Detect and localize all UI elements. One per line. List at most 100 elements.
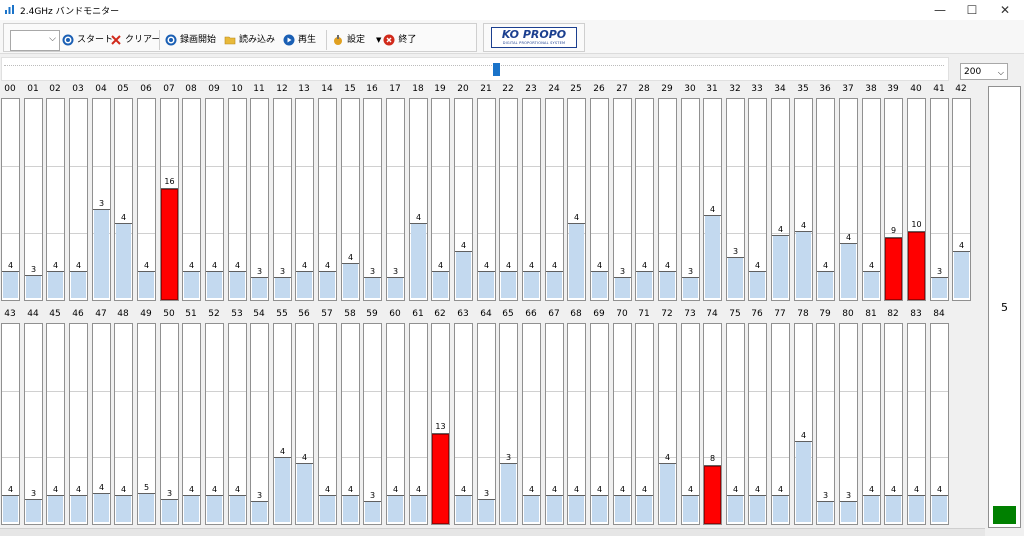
- meter-gridline: [183, 166, 200, 167]
- channel-label: 02: [49, 84, 61, 94]
- channel-label: 71: [638, 309, 650, 319]
- timeline-thumb[interactable]: [493, 63, 500, 76]
- channel-label: 50: [163, 309, 175, 319]
- channel-label: 19: [434, 84, 446, 94]
- channel-label: 82: [887, 309, 899, 319]
- meter-gridline: [931, 233, 948, 234]
- channel-meter: 4: [182, 323, 201, 525]
- channel-value: 8: [709, 454, 716, 463]
- ko-propo-logo: KO PROPO DIGITAL PROPORTIONAL SYSTEM: [491, 27, 577, 48]
- timeline-scrollbar[interactable]: [1, 57, 949, 81]
- channel-bar: [116, 224, 131, 298]
- channel-value: 4: [800, 431, 807, 440]
- meter-gridline: [296, 391, 313, 392]
- channel-value: 4: [868, 485, 875, 494]
- meter-gridline: [840, 233, 857, 234]
- load-button[interactable]: 読み込み: [224, 31, 275, 49]
- meter-gridline: [161, 457, 178, 458]
- peak-line: [93, 209, 110, 210]
- peak-line: [455, 251, 472, 252]
- meter-gridline: [863, 457, 880, 458]
- meter-gridline: [931, 457, 948, 458]
- peak-line: [25, 499, 42, 500]
- meter-gridline: [885, 166, 902, 167]
- peak-line: [47, 271, 64, 272]
- channel-bar: [704, 466, 721, 524]
- clear-label: クリアー: [125, 35, 161, 45]
- channel-bar: [275, 458, 290, 522]
- channel-label: 83: [910, 309, 922, 319]
- meter-gridline: [840, 166, 857, 167]
- scale-select[interactable]: 200 ⌵: [960, 63, 1008, 80]
- folder-icon: [224, 36, 236, 44]
- meter-gridline: [183, 391, 200, 392]
- channel-meter: 4: [613, 323, 632, 525]
- channel-meter: 4: [69, 98, 88, 301]
- meter-gridline: [455, 166, 472, 167]
- record-button[interactable]: 録画開始: [165, 31, 216, 49]
- channel-value: 4: [188, 485, 195, 494]
- peak-line: [614, 495, 631, 496]
- channel-label: 05: [117, 84, 129, 94]
- device-combo[interactable]: ⌵: [10, 30, 60, 51]
- exit-button[interactable]: ▼ 終了: [376, 31, 416, 49]
- peak-line: [25, 275, 42, 276]
- channel-bar: [230, 272, 245, 298]
- clear-button[interactable]: クリアー: [110, 31, 160, 49]
- meter-gridline: [70, 233, 87, 234]
- channel-meter: 4: [46, 98, 65, 301]
- channel-label: 17: [389, 84, 401, 94]
- meter-gridline: [478, 166, 495, 167]
- channel-label: 73: [684, 309, 696, 319]
- channel-label: 43: [4, 309, 16, 319]
- peak-line: [591, 271, 608, 272]
- channel-meter: 4: [409, 323, 428, 525]
- settings-button[interactable]: 設定: [332, 31, 365, 49]
- channel-label: 70: [616, 309, 628, 319]
- meter-gridline: [455, 457, 472, 458]
- channel-meter: 4: [295, 323, 314, 525]
- channel-label: 35: [797, 84, 809, 94]
- peak-line: [296, 271, 313, 272]
- channel-value: 16: [164, 177, 175, 186]
- channel-meter: 3: [363, 323, 382, 525]
- minimize-button[interactable]: —: [934, 3, 946, 17]
- peak-line: [410, 495, 427, 496]
- channel-bar: [26, 276, 41, 298]
- channel-label: 21: [480, 84, 492, 94]
- peak-line: [138, 493, 155, 494]
- peak-line: [817, 501, 834, 502]
- channel-meter: 4: [114, 323, 133, 525]
- channel-meter: 4: [884, 323, 903, 525]
- channel-bar: [660, 464, 675, 522]
- channel-meter: 4: [454, 98, 473, 301]
- channel-bar: [728, 496, 743, 522]
- close-button[interactable]: ✕: [999, 3, 1011, 17]
- channel-label: 18: [412, 84, 424, 94]
- maximize-button[interactable]: ☐: [966, 3, 978, 17]
- toolbar-panel: ⌵ スタート クリアー 録画開始 読み込み 再生 設定 ▼ 終了: [3, 23, 477, 52]
- channel-value: 4: [958, 241, 965, 250]
- meter-gridline: [319, 166, 336, 167]
- channel-meter: 4: [318, 323, 337, 525]
- meter-gridline: [727, 166, 744, 167]
- channel-label: 41: [933, 84, 945, 94]
- channel-meter: 4: [839, 98, 858, 301]
- channel-value: 4: [7, 261, 14, 270]
- channel-bar: [796, 442, 811, 522]
- channel-value: 4: [732, 485, 739, 494]
- channel-meter: 9: [884, 98, 903, 301]
- channel-meter: 4: [92, 323, 111, 525]
- meter-gridline: [206, 457, 223, 458]
- meter-gridline: [478, 233, 495, 234]
- meter-gridline: [251, 166, 268, 167]
- channel-bar: [162, 500, 177, 522]
- peak-line: [387, 495, 404, 496]
- meter-gridline: [478, 457, 495, 458]
- start-button[interactable]: スタート: [62, 31, 113, 49]
- channel-value: 3: [392, 267, 399, 276]
- play-button[interactable]: 再生: [283, 31, 316, 49]
- peak-line: [636, 495, 653, 496]
- channel-value: 4: [619, 485, 626, 494]
- channel-bar: [818, 502, 833, 522]
